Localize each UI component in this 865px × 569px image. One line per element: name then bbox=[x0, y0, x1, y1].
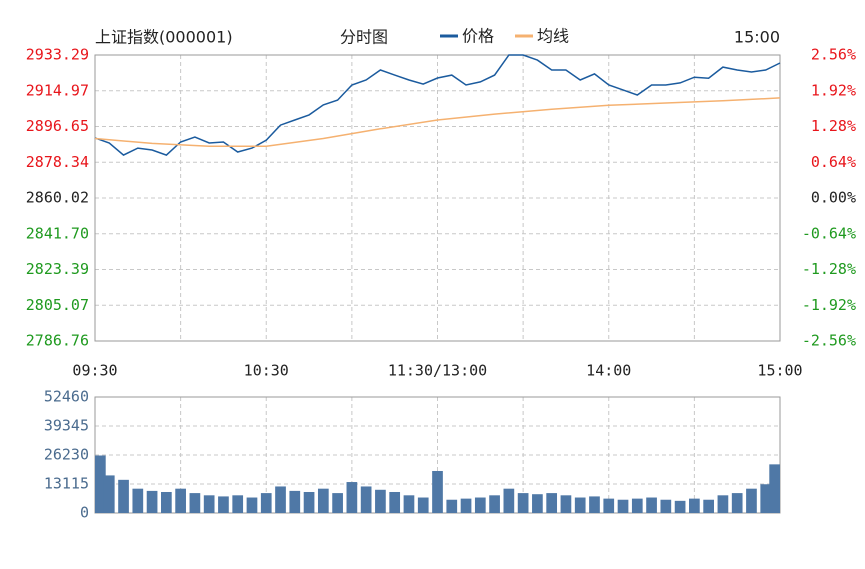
volume-bar bbox=[489, 495, 500, 513]
volume-bar bbox=[674, 500, 686, 513]
y2-tick-label: -1.28% bbox=[802, 260, 856, 278]
volume-bar bbox=[260, 493, 272, 513]
x-tick-label: 14:00 bbox=[586, 362, 631, 380]
y-tick-label: 2805.07 bbox=[26, 296, 89, 314]
volume-bar bbox=[503, 488, 515, 513]
volume-bar bbox=[717, 495, 729, 513]
volume-bar bbox=[731, 493, 743, 513]
y-tick-label: 13115 bbox=[44, 475, 89, 493]
volume-bar bbox=[346, 482, 358, 513]
volume-bar bbox=[589, 496, 600, 513]
volume-bar bbox=[375, 489, 386, 513]
volume-bar bbox=[560, 495, 572, 513]
y2-tick-label: -0.64% bbox=[802, 224, 856, 242]
y-tick-label: 2933.29 bbox=[26, 46, 89, 64]
volume-bar bbox=[546, 493, 558, 513]
volume-bar bbox=[389, 491, 401, 513]
y-tick-label: 2841.70 bbox=[26, 224, 89, 242]
plot-border bbox=[94, 54, 781, 342]
y2-tick-label: 2.56% bbox=[811, 46, 856, 64]
volume-bar bbox=[218, 496, 229, 513]
y2-tick-label: -2.56% bbox=[802, 332, 856, 350]
y-tick-label: 39345 bbox=[44, 417, 89, 435]
volume-bar bbox=[660, 499, 672, 513]
volume-bar bbox=[446, 499, 458, 513]
volume-bar bbox=[689, 498, 700, 513]
volume-bar bbox=[603, 498, 615, 513]
y-tick-label: 2878.34 bbox=[26, 153, 89, 171]
y2-tick-label: -1.92% bbox=[802, 296, 856, 314]
volume-bar bbox=[332, 493, 343, 513]
y-tick-label: 52460 bbox=[44, 388, 89, 406]
chart-subtitle: 分时图 bbox=[340, 28, 388, 47]
volume-bar bbox=[631, 498, 643, 513]
volume-bar bbox=[203, 495, 215, 513]
y-tick-label: 2914.97 bbox=[26, 81, 89, 99]
volume-bar bbox=[317, 488, 329, 513]
x-tick-label: 11:30/13:00 bbox=[388, 362, 487, 380]
volume-bar bbox=[460, 498, 472, 513]
volume-bar bbox=[175, 488, 186, 513]
y2-tick-label: 0.00% bbox=[811, 189, 856, 207]
volume-bar bbox=[760, 484, 772, 513]
y-tick-label: 2860.02 bbox=[26, 189, 89, 207]
volume-bar bbox=[769, 464, 780, 513]
volume-bar bbox=[161, 491, 172, 513]
y-tick-label: 2896.65 bbox=[26, 117, 89, 135]
volume-bar bbox=[189, 493, 201, 513]
volume-bar bbox=[532, 494, 543, 513]
y-tick-label: 0 bbox=[80, 504, 89, 522]
volume-bar bbox=[118, 479, 129, 513]
y-tick-label: 2823.39 bbox=[26, 260, 89, 278]
volume-bar bbox=[617, 499, 629, 513]
x-tick-label: 15:00 bbox=[757, 362, 802, 380]
volume-bar bbox=[103, 475, 115, 513]
x-tick-label: 09:30 bbox=[72, 362, 117, 380]
volume-bar bbox=[517, 493, 529, 513]
volume-bar bbox=[474, 497, 486, 513]
chart-title: 上证指数(000001) bbox=[95, 28, 233, 47]
volume-bar bbox=[703, 499, 714, 513]
y2-tick-label: 1.92% bbox=[811, 81, 856, 99]
volume-bar bbox=[132, 488, 144, 513]
y-tick-label: 26230 bbox=[44, 446, 89, 464]
volume-bar bbox=[303, 491, 315, 513]
legend-label: 均线 bbox=[537, 27, 569, 46]
volume-bar bbox=[403, 495, 415, 513]
volume-bar bbox=[417, 497, 429, 513]
volume-bar bbox=[275, 486, 286, 513]
volume-bar bbox=[432, 470, 443, 513]
legend-label: 价格 bbox=[462, 27, 494, 46]
y2-tick-label: 0.64% bbox=[811, 153, 856, 171]
volume-bar bbox=[574, 497, 586, 513]
volume-bar bbox=[246, 497, 258, 513]
volume-bar bbox=[646, 497, 657, 513]
volume-bar bbox=[289, 490, 301, 513]
volume-bar bbox=[746, 488, 757, 513]
y-tick-label: 2786.76 bbox=[26, 332, 89, 350]
volume-bar bbox=[95, 455, 106, 513]
volume-bar bbox=[232, 495, 244, 513]
x-tick-label: 10:30 bbox=[244, 362, 289, 380]
time-label: 15:00 bbox=[734, 28, 780, 47]
volume-bar bbox=[146, 490, 158, 513]
volume-bar bbox=[360, 486, 372, 513]
price-line bbox=[94, 97, 781, 148]
y2-tick-label: 1.28% bbox=[811, 117, 856, 135]
price-line bbox=[94, 54, 781, 156]
